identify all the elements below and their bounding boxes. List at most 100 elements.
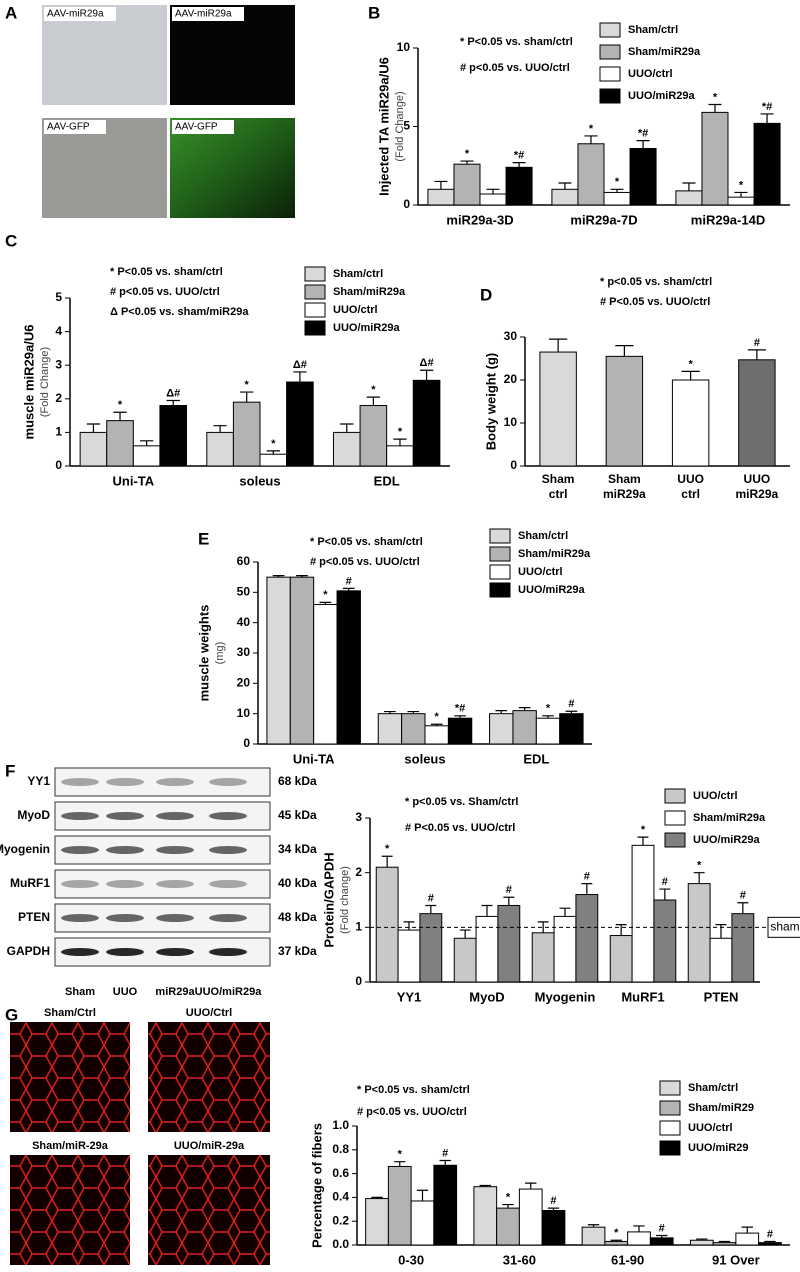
blot-band (156, 812, 194, 820)
blot-size: 34 kDa (278, 842, 317, 856)
error-bar (213, 425, 227, 433)
y-tick-label: 1.0 (332, 1118, 349, 1132)
error-bar (581, 883, 593, 895)
blot-band (209, 778, 247, 786)
legend-swatch (489, 528, 511, 544)
bar (159, 405, 188, 467)
bar (689, 1239, 714, 1246)
bar (753, 122, 781, 206)
x-tick-label: Uni-TA (293, 751, 335, 766)
bar (266, 576, 291, 745)
blot-band (61, 914, 99, 922)
bar (365, 1198, 389, 1246)
significance: * (398, 426, 403, 438)
bar (609, 935, 633, 983)
micrograph (170, 5, 295, 105)
error-bar (682, 182, 696, 191)
micrograph (148, 1155, 270, 1265)
significance: * (371, 384, 376, 396)
x-tick-label: ctrl (549, 487, 568, 501)
error-bar (439, 1159, 451, 1166)
y-tick-label: 20 (237, 676, 251, 690)
legend-swatch (659, 1100, 681, 1116)
x-tick-label: UUO (677, 472, 704, 486)
error-bar (537, 921, 549, 933)
micrograph (170, 118, 295, 218)
x-tick-label: Uni-TA (113, 473, 155, 488)
micrograph (42, 118, 167, 218)
error-bar (366, 396, 381, 406)
blot-band (156, 948, 194, 956)
x-tick-label: Myogenin (535, 989, 596, 1004)
x-tick-label: soleus (239, 473, 280, 488)
blot-band (156, 914, 194, 922)
error-bar (718, 1240, 731, 1243)
label-box (172, 120, 234, 134)
lane-label: Sham (65, 986, 95, 998)
legend-label: UUO/ctrl (693, 790, 738, 802)
error-bar (495, 710, 508, 714)
y-tick-label: 1 (55, 425, 62, 439)
significance: *# (514, 150, 524, 162)
bar (286, 381, 314, 467)
significance: # (662, 876, 668, 888)
error-bar (656, 1234, 668, 1238)
error-bar (633, 1225, 645, 1232)
error-bar (296, 575, 308, 578)
panel-letter: G (5, 1005, 18, 1024)
blot-protein: MyoD (17, 808, 50, 822)
y-axis-sublabel: (mg) (214, 642, 226, 665)
panel-letter: F (5, 761, 15, 780)
x-tick-label: UUO (744, 472, 771, 486)
bar (605, 355, 644, 467)
error-bar (394, 1161, 406, 1167)
blot-protein: GAPDH (7, 944, 50, 958)
bar (289, 576, 315, 745)
bar (627, 1231, 651, 1246)
significance: * (465, 148, 470, 160)
error-bar (340, 423, 354, 433)
significance: * (739, 179, 744, 191)
x-tick-label: miR29a-14D (691, 212, 765, 227)
significance: * (435, 711, 440, 723)
y-axis-label: Protein/GAPDH (321, 852, 336, 947)
legend-swatch (664, 810, 686, 826)
y-tick-label: 3 (355, 810, 362, 824)
legend-swatch (599, 44, 621, 60)
blot-band (209, 812, 247, 820)
bar (475, 915, 499, 983)
bar (551, 188, 579, 206)
x-tick-label: ctrl (681, 487, 700, 501)
error-bar (610, 1239, 622, 1242)
x-tick-label: soleus (404, 751, 445, 766)
error-bar (636, 140, 650, 149)
annotation: * P<0.05 vs. sham/ctrl (310, 536, 423, 548)
y-tick-label: 40 (237, 615, 251, 629)
x-tick-label: PTEN (704, 989, 739, 1004)
y-tick-label: 0 (243, 736, 250, 750)
error-bar (139, 440, 154, 446)
blot-protein: YY1 (27, 774, 50, 788)
label-box (44, 7, 116, 21)
annotation: * p<0.05 vs. sham/ctrl (600, 276, 712, 288)
y-tick-label: 0.4 (332, 1190, 349, 1204)
error-bar (549, 338, 568, 353)
error-bar (502, 1203, 514, 1209)
x-tick-label: MyoD (469, 989, 504, 1004)
significance: # (659, 1222, 665, 1234)
error-bar (240, 391, 254, 403)
bar (712, 1242, 737, 1246)
panel-letter: D (480, 285, 492, 304)
legend-swatch (489, 546, 511, 562)
x-tick-label: 61-90 (611, 1252, 644, 1267)
annotation: # p<0.05 vs. UUO/ctrl (310, 556, 420, 568)
legend-swatch (659, 1120, 681, 1136)
image-label: AAV-GFP (47, 122, 90, 133)
error-bar (460, 160, 474, 165)
y-tick-label: 0 (403, 197, 410, 211)
bar (427, 188, 455, 206)
bar (479, 193, 507, 206)
error-bar (559, 907, 571, 917)
y-tick-label: 0 (510, 458, 517, 472)
panel-g-images: Sham/Ctrl UUO/Ctrl Sham/miR-29a UUO/miR-… (10, 1007, 270, 1265)
